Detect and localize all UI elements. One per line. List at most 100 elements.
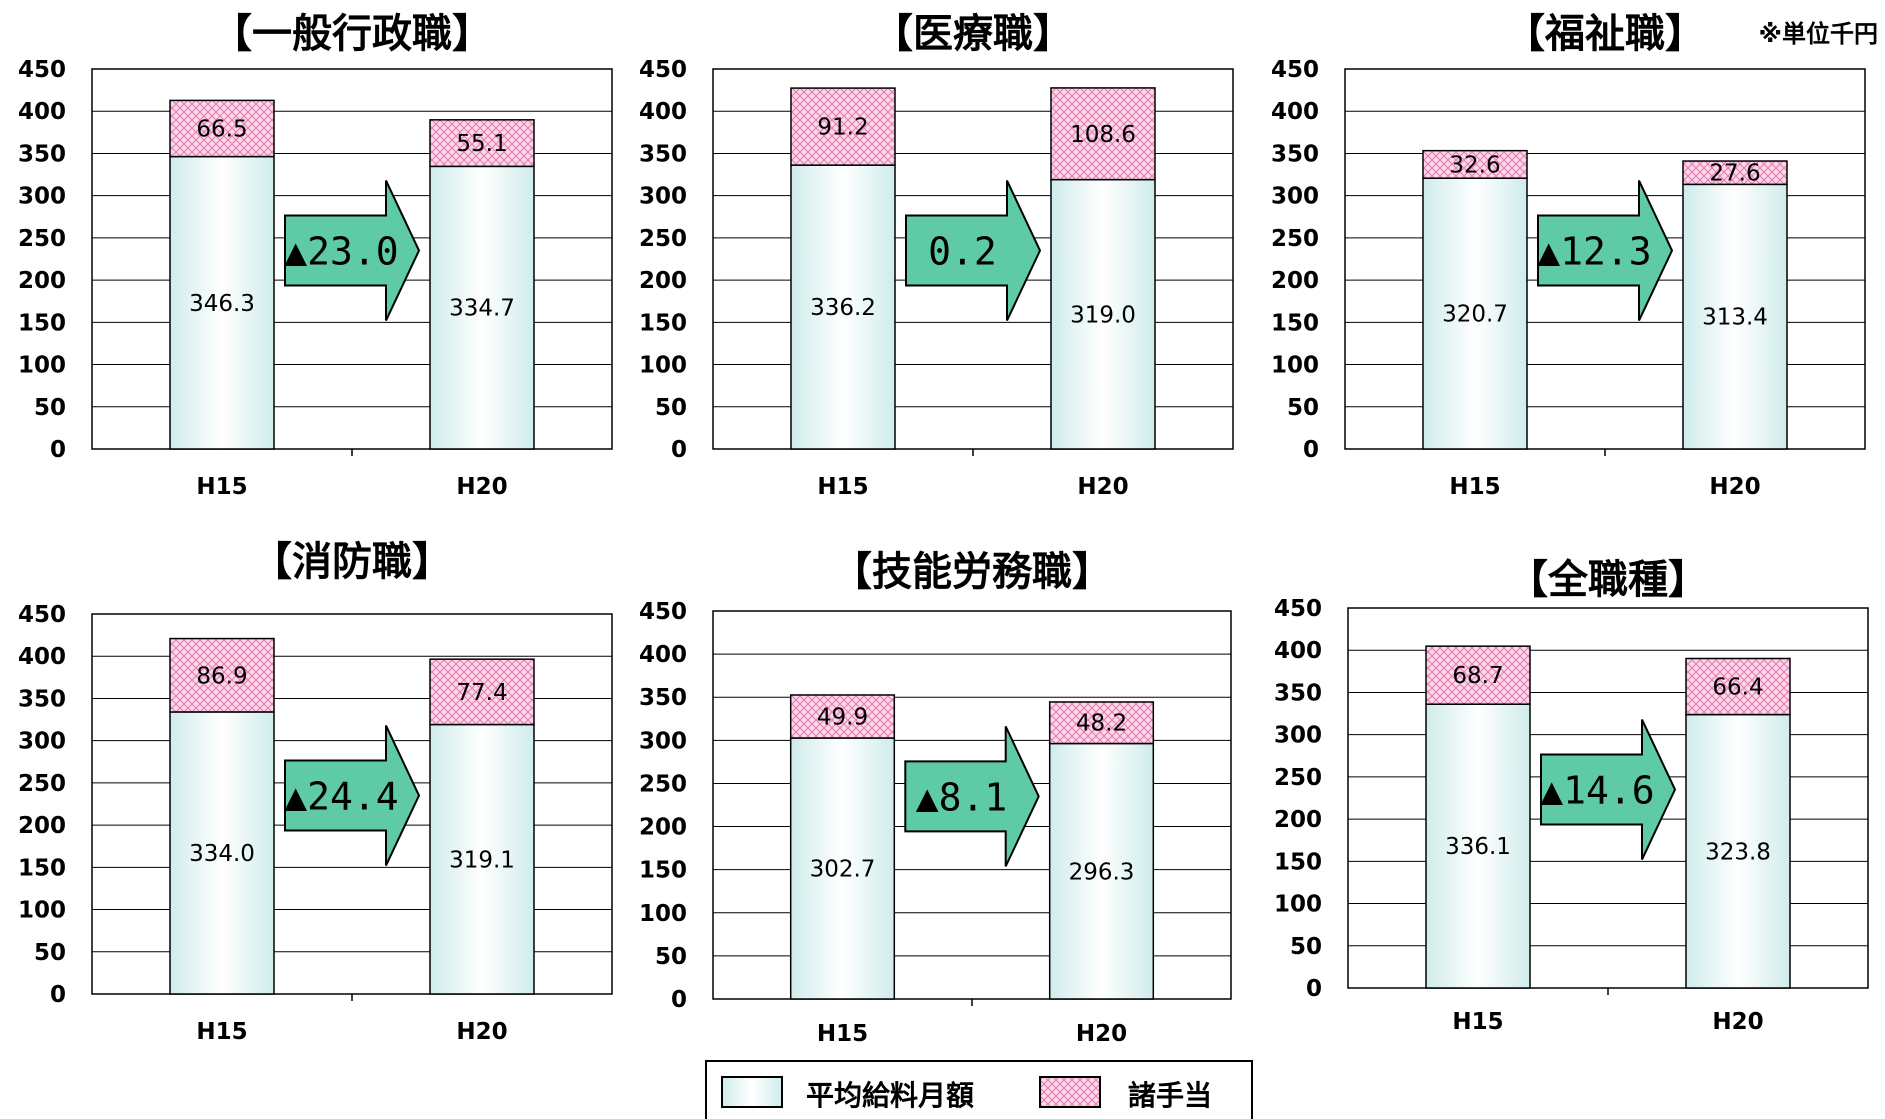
y-tick-label: 350 <box>18 141 66 167</box>
y-tick-label: 200 <box>1274 807 1322 833</box>
y-tick-label: 50 <box>1290 934 1322 960</box>
y-tick-label: 150 <box>1274 849 1322 875</box>
y-tick-label: 250 <box>1271 226 1319 252</box>
change-value: ▲24.4 <box>284 775 398 819</box>
y-tick-label: 0 <box>50 437 66 463</box>
chart-title: 【医療職】 <box>873 11 1073 57</box>
x-tick-label: H20 <box>1077 474 1128 500</box>
y-tick-label: 400 <box>18 99 66 125</box>
y-tick-label: 350 <box>639 685 687 711</box>
chart-panel: 【一般行政職】 0 50 100 150 200 250 300 350 400 450 346.3 6… <box>18 11 613 500</box>
chart-panel: 【技能労務職】 0 50 100 150 200 250 300 350 400 450 302.7 4… <box>639 549 1232 1047</box>
y-tick-label: 400 <box>1271 99 1319 125</box>
bar-allowance <box>1685 657 1791 716</box>
chart-panel: 【消防職】 0 50 100 150 200 250 300 350 400 450 334.0 86.… <box>18 539 613 1045</box>
y-tick-label: 0 <box>1306 976 1322 1002</box>
unit-note: ※単位千円 <box>1759 20 1878 48</box>
bar-base-label: 323.8 <box>1705 839 1771 865</box>
x-tick-label: H20 <box>1712 1009 1763 1035</box>
y-tick-label: 150 <box>639 858 687 884</box>
change-value: ▲23.0 <box>284 230 398 274</box>
y-tick-label: 300 <box>1274 723 1322 749</box>
y-tick-label: 300 <box>639 728 687 754</box>
bar-allowance-label: 32.6 <box>1449 152 1500 178</box>
bar-base-label: 296.3 <box>1069 859 1135 885</box>
x-tick-label: H20 <box>1709 474 1760 500</box>
chart-panel: 【医療職】 0 50 100 150 200 250 300 350 400 450 336.2 91.… <box>639 11 1234 500</box>
legend-box <box>705 1060 1253 1119</box>
y-tick-label: 250 <box>639 771 687 797</box>
bar-base-label: 319.1 <box>449 847 515 873</box>
chart-title: 【一般行政職】 <box>212 11 492 57</box>
y-tick-label: 100 <box>1274 892 1322 918</box>
bar-base <box>1422 177 1528 450</box>
legend-label-allowance: 諸手当 <box>1128 1079 1212 1112</box>
y-tick-label: 0 <box>671 987 687 1013</box>
change-arrow <box>904 725 1040 867</box>
x-tick-label: H15 <box>1452 1009 1503 1035</box>
bar-allowance-label: 77.4 <box>456 680 507 706</box>
y-tick-label: 150 <box>1271 310 1319 336</box>
bar-base-label: 334.7 <box>449 296 515 322</box>
bar-base <box>789 737 896 1000</box>
y-tick-label: 450 <box>18 57 66 83</box>
y-tick-label: 300 <box>639 184 687 210</box>
bar-base <box>1685 713 1791 989</box>
bar-base-label: 336.2 <box>810 295 876 321</box>
chart-panel: 【全職種】 0 50 100 150 200 250 300 350 400 450 336.1 68.… <box>1274 557 1869 1035</box>
bar-base-label: 302.7 <box>810 857 876 883</box>
bar-base-label: 336.1 <box>1445 834 1511 860</box>
legend: 平均給料月額 諸手当 <box>705 1060 1253 1119</box>
bar-allowance <box>1422 149 1528 179</box>
y-tick-label: 50 <box>34 395 66 421</box>
y-tick-label: 450 <box>18 602 66 628</box>
bar-allowance-label: 55.1 <box>456 131 507 157</box>
y-tick-label: 450 <box>639 57 687 83</box>
y-tick-label: 50 <box>34 940 66 966</box>
bar-base <box>429 165 535 450</box>
bar-base <box>790 164 896 450</box>
bar-allowance-label: 49.9 <box>817 704 868 730</box>
bar-allowance-label: 66.4 <box>1712 675 1763 701</box>
y-tick-label: 150 <box>18 310 66 336</box>
y-tick-label: 100 <box>18 898 66 924</box>
legend-swatch-base <box>721 1076 783 1108</box>
bar-allowance-label: 108.6 <box>1070 122 1136 148</box>
y-tick-label: 250 <box>1274 765 1322 791</box>
bar-allowance <box>169 637 275 713</box>
bar-allowance-label: 66.5 <box>196 116 247 142</box>
bar-base <box>1050 178 1156 450</box>
bar-allowance <box>169 99 275 158</box>
change-arrow <box>1540 719 1677 860</box>
y-tick-label: 450 <box>1274 596 1322 622</box>
bar-allowance <box>790 87 896 166</box>
y-tick-label: 150 <box>18 855 66 881</box>
bar-allowance <box>1425 645 1531 705</box>
y-tick-label: 150 <box>639 310 687 336</box>
bar-base-label: 319.0 <box>1070 302 1136 328</box>
change-value: 0.2 <box>928 230 997 274</box>
change-value: ▲12.3 <box>1537 230 1651 274</box>
y-tick-label: 250 <box>18 771 66 797</box>
y-tick-label: 200 <box>18 268 66 294</box>
legend-label-base: 平均給料月額 <box>806 1079 974 1112</box>
chart-title: 【技能労務職】 <box>832 549 1112 595</box>
bar-base <box>169 155 275 450</box>
bar-base <box>1425 703 1531 989</box>
y-tick-label: 450 <box>1271 57 1319 83</box>
y-tick-label: 400 <box>1274 638 1322 664</box>
y-tick-label: 300 <box>18 184 66 210</box>
y-tick-label: 350 <box>1274 680 1322 706</box>
x-tick-label: H15 <box>1449 474 1500 500</box>
bar-allowance-label: 68.7 <box>1452 663 1503 689</box>
x-tick-label: H20 <box>1076 1021 1127 1047</box>
bar-base <box>1682 183 1788 450</box>
bar-allowance <box>1048 701 1155 745</box>
bar-allowance <box>429 119 535 168</box>
y-tick-label: 100 <box>1271 353 1319 379</box>
x-tick-label: H15 <box>817 474 868 500</box>
chart-grid: 【一般行政職】 0 50 100 150 200 250 300 350 400 450 346.3 6… <box>18 11 1869 1047</box>
y-tick-label: 300 <box>1271 184 1319 210</box>
y-tick-label: 200 <box>1271 268 1319 294</box>
change-arrow <box>905 180 1042 321</box>
